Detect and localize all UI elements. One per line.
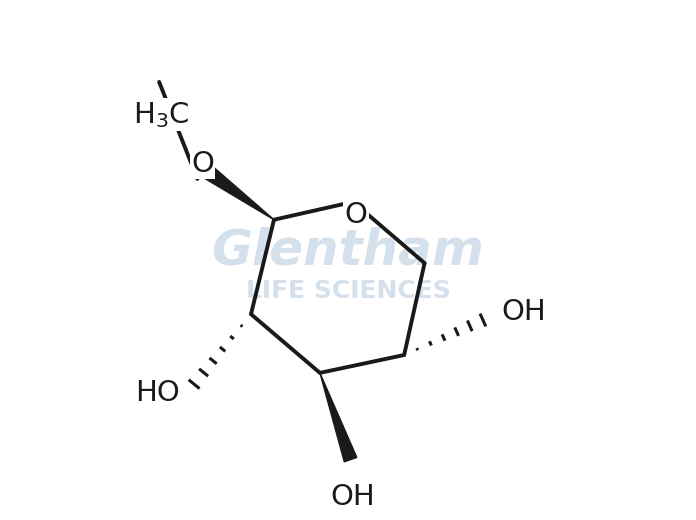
Text: O: O: [191, 150, 214, 177]
Text: OH: OH: [331, 483, 375, 511]
Text: Glentham: Glentham: [212, 226, 484, 275]
Text: OH: OH: [501, 297, 546, 326]
Polygon shape: [320, 373, 357, 462]
Text: HO: HO: [135, 379, 180, 407]
Polygon shape: [195, 160, 274, 220]
Text: O: O: [345, 201, 367, 229]
Text: LIFE SCIENCES: LIFE SCIENCES: [246, 279, 450, 303]
Text: H$_3$C: H$_3$C: [134, 100, 190, 129]
